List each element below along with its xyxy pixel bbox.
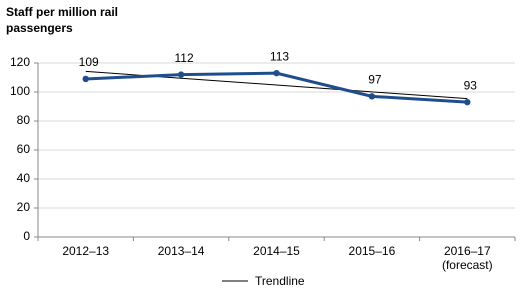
marker — [464, 98, 471, 106]
y-tick-label: 20 — [17, 200, 31, 214]
data-label: 112 — [175, 51, 194, 65]
legend-label: Trendline — [255, 274, 305, 288]
data-label: 97 — [368, 73, 382, 87]
marker — [368, 93, 376, 100]
x-tick-label: 2015–16 — [348, 244, 396, 258]
x-tick-label: 2013–14 — [157, 244, 205, 258]
x-tick-label: 2012–13 — [62, 244, 110, 258]
marker — [273, 69, 280, 77]
y-tick-label: 0 — [23, 229, 30, 243]
y-axis-title: Staff per million rail passengers — [6, 5, 119, 35]
y-tick-label: 120 — [10, 55, 30, 69]
data-label: 113 — [270, 49, 289, 63]
y-tick-label: 60 — [17, 142, 31, 156]
data-label: 93 — [464, 78, 478, 92]
y-tick-label: 40 — [17, 171, 31, 185]
marker — [177, 71, 185, 78]
data-label: 109 — [79, 55, 99, 69]
y-tick-label: 80 — [17, 113, 31, 127]
data-line — [85, 71, 468, 104]
marker — [82, 75, 89, 83]
x-tick-label: 2016–17 (forecast) — [441, 244, 493, 272]
y-tick-label: 100 — [10, 84, 30, 98]
x-tick-label: 2014–15 — [253, 244, 300, 258]
